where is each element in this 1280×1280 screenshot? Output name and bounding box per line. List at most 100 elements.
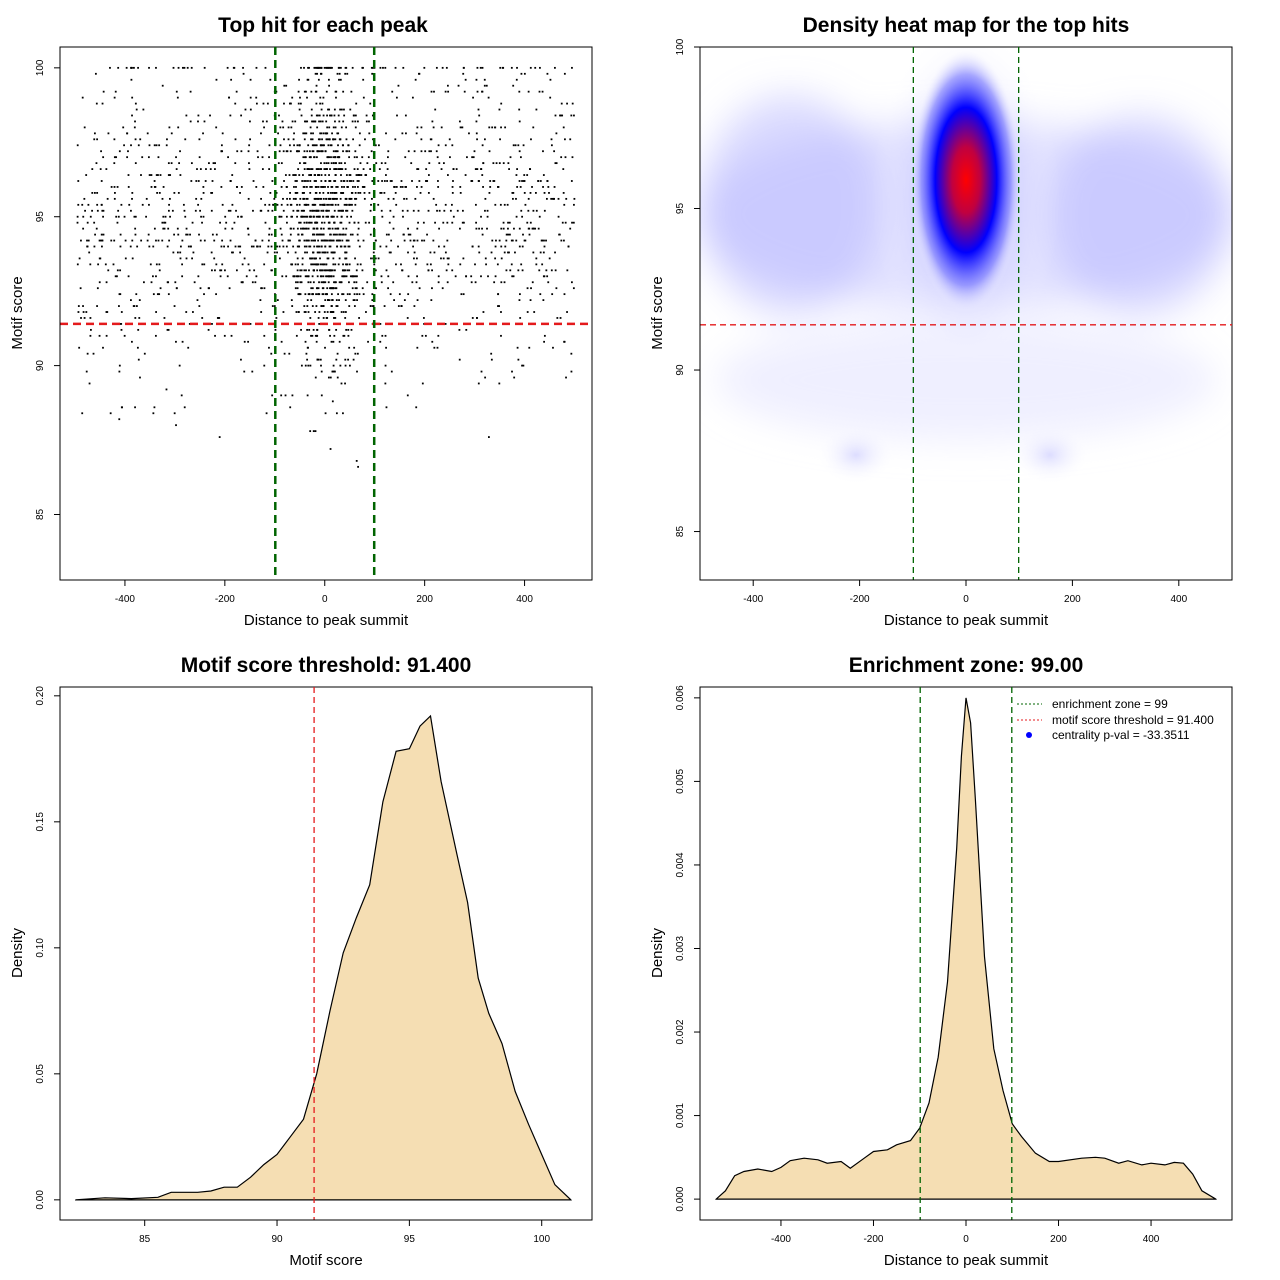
scatter-point <box>333 317 335 319</box>
scatter-point <box>299 221 302 224</box>
scatter-point <box>271 394 274 397</box>
scatter-point <box>304 275 307 278</box>
scatter-point <box>261 287 263 290</box>
scatter-point <box>268 144 271 147</box>
x-axis: -400 -200 0 200 400 <box>743 579 1188 605</box>
scatter-point <box>392 281 395 284</box>
scatter-point <box>219 221 221 224</box>
scatter-point <box>328 328 330 331</box>
scatter-point <box>220 144 223 147</box>
scatter-point <box>319 269 321 272</box>
scatter-point <box>296 227 299 230</box>
scatter-point <box>339 239 342 242</box>
density-area <box>714 697 1218 1200</box>
scatter-point <box>377 257 380 260</box>
scatter-point <box>336 352 339 355</box>
scatter-point <box>314 203 317 206</box>
scatter-point <box>462 293 465 296</box>
scatter-point <box>466 156 468 159</box>
scatter-point <box>322 305 325 307</box>
scatter-point <box>328 126 331 129</box>
scatter-point <box>89 334 92 337</box>
scatter-point <box>313 263 316 266</box>
scatter-point <box>302 132 305 135</box>
scatter-point <box>389 209 392 212</box>
scatter-point <box>363 192 366 194</box>
scatter-point <box>323 168 326 170</box>
scatter-point <box>538 269 541 272</box>
scatter-point <box>390 370 393 373</box>
scatter-point <box>431 340 434 343</box>
scatter-point <box>375 162 378 165</box>
scatter-point <box>107 132 110 135</box>
scatter-point <box>447 257 450 260</box>
scatter-point <box>308 221 310 224</box>
scatter-point <box>231 251 233 254</box>
scatter-point <box>302 174 304 176</box>
scatter-point <box>397 305 400 307</box>
scatter-point <box>329 334 331 337</box>
scatter-point <box>484 257 487 260</box>
scatter-point <box>280 186 283 188</box>
scatter-point <box>518 299 521 302</box>
scatter-point <box>475 227 478 230</box>
scatter-point <box>483 138 486 141</box>
scatter-point <box>319 120 322 123</box>
scatter-point <box>500 102 503 105</box>
scatter-point <box>249 96 252 99</box>
scatter-point <box>270 233 273 236</box>
scatter-point <box>542 150 544 153</box>
scatter-point <box>385 245 388 248</box>
scatter-point <box>534 66 537 69</box>
scatter-point <box>336 245 339 248</box>
scatter-point <box>297 102 300 105</box>
scatter-point <box>295 334 298 337</box>
scatter-point <box>378 144 380 147</box>
scatter-point <box>310 174 312 176</box>
scatter-point <box>511 275 514 278</box>
scatter-point <box>369 102 372 105</box>
scatter-point <box>98 239 101 242</box>
scatter-point <box>306 394 309 397</box>
scatter-point <box>178 364 181 367</box>
scatter-point <box>308 293 311 296</box>
legend-label-zone: enrichment zone = 99 <box>1052 697 1168 711</box>
scatter-point <box>340 215 343 218</box>
scatter-point <box>95 227 98 230</box>
scatter-point <box>548 192 550 194</box>
scatter-point <box>500 245 503 248</box>
scatter-point <box>570 352 573 355</box>
scatter-point <box>309 221 311 224</box>
scatter-point <box>362 186 365 188</box>
scatter-point <box>500 334 502 337</box>
scatter-point <box>350 197 353 200</box>
scatter-point <box>321 233 324 236</box>
scatter-point <box>304 340 307 343</box>
scatter-point <box>504 245 507 248</box>
scatter-point <box>422 221 425 224</box>
scatter-point <box>255 186 258 188</box>
scatter-point <box>304 251 306 254</box>
plot-frame <box>59 46 593 581</box>
scatter-point <box>179 251 182 254</box>
scatter-point <box>330 287 333 290</box>
scatter-point <box>135 108 138 111</box>
scatter-point <box>239 251 242 254</box>
scatter-point <box>262 102 265 105</box>
scatter-point <box>420 186 423 188</box>
scatter-point <box>394 66 397 69</box>
scatter-point <box>349 108 352 111</box>
scatter-point <box>96 192 99 194</box>
scatter-point <box>234 138 237 141</box>
scatter-point <box>340 174 342 176</box>
scatter-point <box>379 66 382 69</box>
scatter-point <box>90 328 92 331</box>
scatter-point <box>326 114 328 117</box>
scatter-point <box>298 108 301 111</box>
scatter-point <box>356 352 359 355</box>
scatter-point <box>384 162 387 165</box>
scatter-point <box>199 168 202 170</box>
scatter-point <box>199 287 202 290</box>
scatter-point <box>498 108 501 111</box>
scatter-point <box>311 168 314 170</box>
